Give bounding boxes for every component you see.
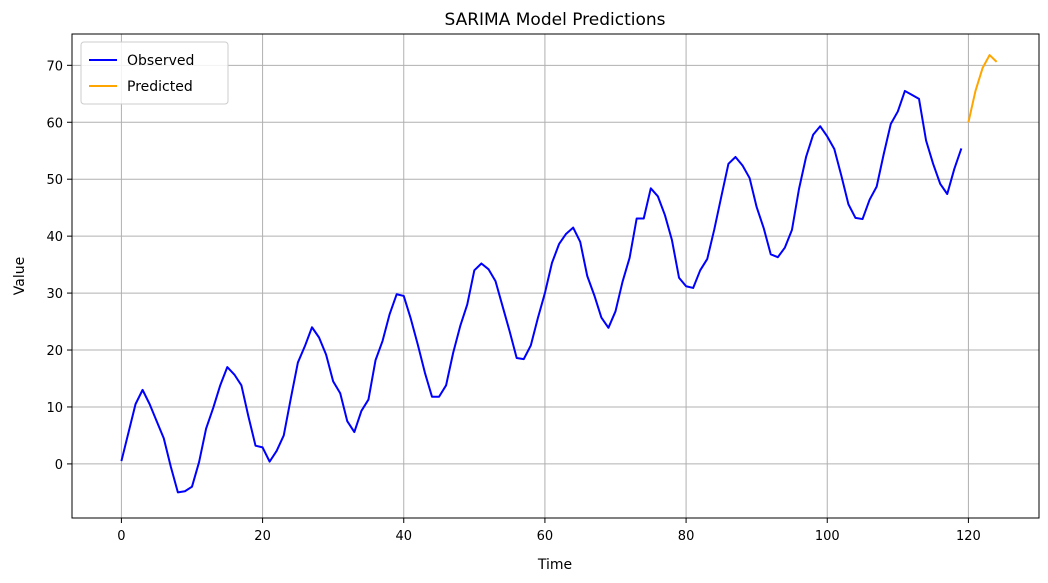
x-tick-label: 0 xyxy=(117,529,125,544)
plot-frame xyxy=(71,33,1040,519)
tick-layer: 0 20 40 60 80 100 120 0 10 20 30 40 50 60 70 xyxy=(46,59,980,544)
series-line-predicted xyxy=(967,54,998,123)
y-tick-label: 60 xyxy=(46,116,63,131)
grid xyxy=(72,34,1039,518)
x-tick-label: 120 xyxy=(956,529,981,544)
x-tick-label: 20 xyxy=(254,529,271,544)
y-tick-label: 70 xyxy=(46,59,63,74)
y-tick-label: 0 xyxy=(55,458,63,473)
x-tick-label: 80 xyxy=(678,529,695,544)
legend-label-observed: Observed xyxy=(127,53,194,69)
legend-box xyxy=(80,41,229,105)
series-line-observed xyxy=(120,89,963,494)
chart-title: SARIMA Model Predictions xyxy=(444,10,665,30)
y-tick-label: 20 xyxy=(46,344,63,359)
x-tick-label: 100 xyxy=(815,529,840,544)
y-tick-label: 30 xyxy=(46,287,63,302)
legend: Observed Predicted xyxy=(80,41,229,105)
legend-label-predicted: Predicted xyxy=(127,79,193,95)
y-tick-label: 40 xyxy=(46,230,63,245)
y-tick-label: 50 xyxy=(46,173,63,188)
y-axis-label: Value xyxy=(12,257,28,295)
x-tick-label: 40 xyxy=(395,529,412,544)
x-axis-label: Time xyxy=(537,557,572,573)
series-layer xyxy=(120,54,998,494)
y-tick-label: 10 xyxy=(46,401,63,416)
x-tick-label: 60 xyxy=(537,529,554,544)
